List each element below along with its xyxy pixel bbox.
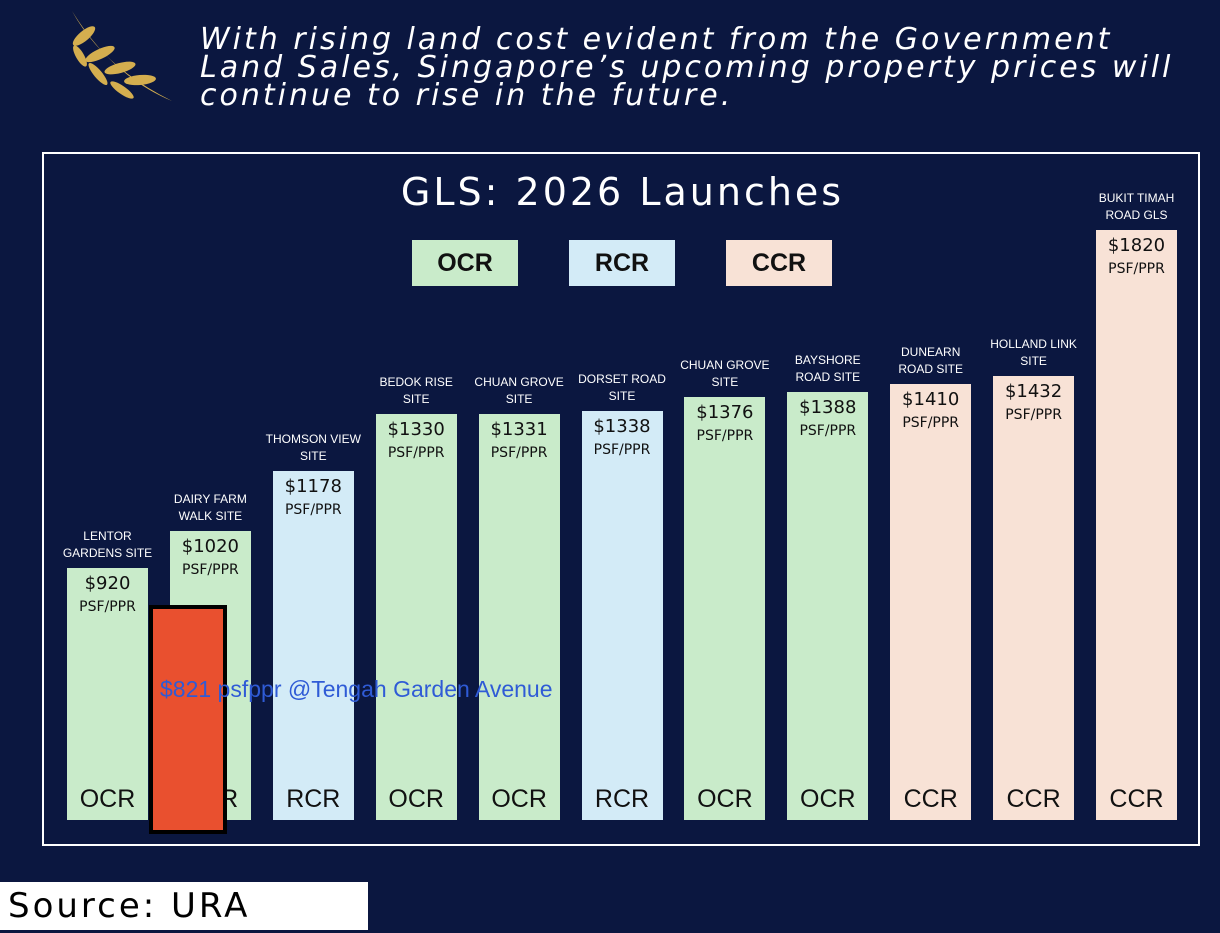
- bar: [890, 384, 972, 820]
- bar: [684, 396, 766, 820]
- value-label: $1331: [490, 418, 548, 440]
- value-label: $1020: [181, 535, 240, 557]
- unit-label: PSF/PPR: [387, 445, 445, 462]
- site-name: HOLLAND LINK SITE: [990, 336, 1077, 368]
- bar: [478, 413, 560, 820]
- chart-frame: [42, 152, 1200, 846]
- unit-label: PSF/PPR: [79, 599, 136, 616]
- bar: [581, 411, 663, 820]
- value-label: $1178: [284, 476, 342, 498]
- legend-item: CCR: [726, 240, 832, 286]
- bar: [272, 471, 354, 820]
- region-label: RCR: [286, 785, 341, 813]
- unit-label: PSF/PPR: [284, 502, 342, 519]
- unit-label: PSF/PPR: [490, 444, 548, 461]
- site-name: BUKIT TIMAH ROAD GLS: [1098, 191, 1175, 222]
- legend-item: OCR: [412, 240, 518, 286]
- value-label: $1338: [593, 416, 651, 438]
- site-name: DORSET ROAD SITE: [578, 372, 666, 404]
- unit-label: PSF/PPR: [799, 423, 857, 440]
- site-name: BAYSHORE ROAD SITE: [794, 353, 861, 385]
- unit-label: PSF/PPR: [1108, 261, 1165, 277]
- value-label: $1410: [902, 389, 960, 411]
- region-label: CCR: [1006, 785, 1061, 813]
- annotation-text: $821 psfppr @Tengah Garden Avenue: [160, 676, 553, 702]
- region-label: OCR: [388, 785, 444, 813]
- unit-label: PSF/PPR: [696, 427, 754, 444]
- unit-label: PSF/PPR: [902, 415, 960, 432]
- legend-item: RCR: [569, 240, 675, 286]
- region-label: OCR: [697, 785, 753, 813]
- value-label: $1388: [799, 397, 857, 419]
- site-name: CHUAN GROVE SITE: [680, 357, 770, 389]
- region-label: OCR: [491, 785, 547, 813]
- bar: [787, 392, 869, 820]
- site-name: DUNEARN ROAD SITE: [898, 345, 964, 377]
- region-label: OCR: [800, 785, 856, 813]
- value-label: $1820: [1107, 235, 1166, 256]
- bar: [1096, 230, 1177, 820]
- chart-title: GLS: 2026 Launches: [400, 170, 845, 214]
- value-label: $1376: [696, 401, 754, 423]
- annotation-bar: [149, 605, 227, 834]
- site-name: BEDOK RISE SITE: [379, 375, 453, 407]
- site-name: THOMSON VIEW SITE: [265, 432, 361, 464]
- header-text: With rising land cost evident from the G…: [200, 22, 1174, 113]
- site-name: LENTOR GARDENS SITE: [62, 529, 153, 561]
- laurel-icon: [72, 11, 172, 101]
- region-label: CCR: [903, 785, 958, 813]
- region-label: CCR: [1109, 785, 1164, 813]
- site-name: CHUAN GROVE SITE: [474, 374, 564, 406]
- unit-label: PSF/PPR: [182, 561, 239, 578]
- value-label: $1432: [1004, 380, 1063, 402]
- value-label: $1330: [387, 419, 445, 441]
- region-label: OCR: [79, 785, 136, 813]
- unit-label: PSF/PPR: [593, 442, 651, 459]
- bar: [993, 375, 1075, 820]
- bar: [375, 414, 457, 820]
- region-label: RCR: [594, 785, 650, 813]
- site-name: DAIRY FARM WALK SITE: [173, 491, 247, 523]
- source-label: Source: URA: [0, 882, 368, 930]
- value-label: $920: [84, 573, 131, 595]
- unit-label: PSF/PPR: [1005, 406, 1062, 423]
- bar: [67, 568, 148, 820]
